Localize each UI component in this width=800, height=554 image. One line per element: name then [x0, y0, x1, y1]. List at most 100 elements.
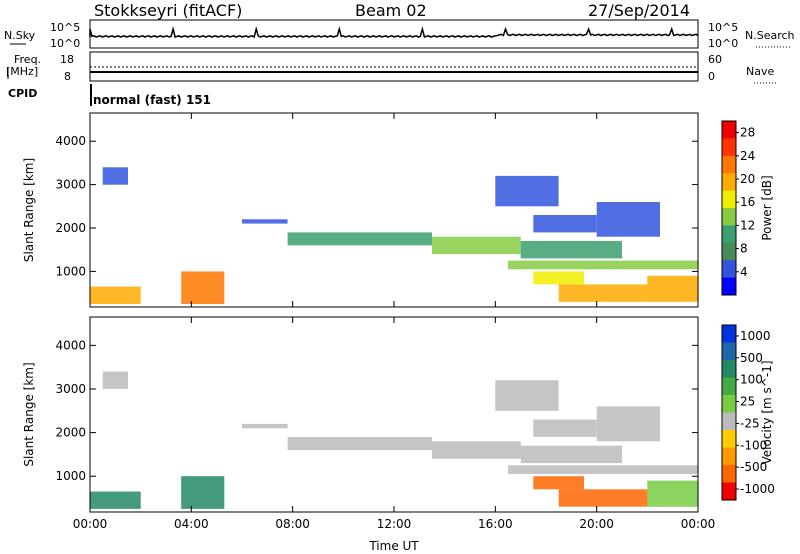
- xtick-label-1: 04:00: [174, 517, 209, 531]
- velocity-region-8: [596, 406, 660, 442]
- freq-tick-low: 8: [64, 70, 71, 83]
- velocity-ytick-label-0: 1000: [55, 469, 86, 483]
- velocity-region-4: [287, 437, 432, 451]
- velocity-cbar-label-2: 100: [740, 373, 763, 387]
- velocity-colorbar-title: Velocity [m s^-1]: [760, 360, 774, 464]
- power-ylabel: Slant Range [km]: [22, 158, 36, 262]
- power-region-11: [558, 284, 648, 302]
- nsky-trace: [89, 26, 699, 39]
- power-colorbar-seg-2: [722, 155, 736, 174]
- freq-tick-high: 18: [60, 53, 74, 66]
- power-region-0: [90, 286, 141, 304]
- power-cbar-label-4: 20: [740, 172, 755, 186]
- power-colorbar-seg-5: [722, 208, 736, 226]
- velocity-ytick-label-3: 4000: [55, 338, 86, 352]
- freq-unit: [MHz]: [6, 65, 39, 78]
- nave-tick-low: 0: [708, 70, 715, 83]
- power-cbar-label-5: 24: [740, 149, 755, 163]
- power-region-9: [508, 260, 698, 270]
- velocity-region-1: [181, 476, 225, 509]
- nsky-panel-frame: [89, 19, 699, 49]
- power-data-layer: [90, 167, 698, 304]
- velocity-colorbar-seg-4: [722, 395, 736, 413]
- velocity-region-10: [533, 476, 584, 490]
- power-cbar-label-3: 16: [740, 195, 755, 209]
- power-colorbar-seg-4: [722, 190, 736, 209]
- velocity-colorbar-seg-6: [722, 430, 736, 448]
- velocity-region-11: [558, 489, 648, 507]
- velocity-colorbar-seg-5: [722, 412, 736, 431]
- nsearch-tick-low: 10^0: [708, 37, 739, 50]
- nsearch-label: N.Search: [745, 29, 795, 42]
- power-region-5: [432, 236, 521, 255]
- xaxis-label: Time UT: [368, 539, 419, 553]
- velocity-colorbar-seg-8: [722, 465, 736, 483]
- velocity-colorbar-seg-3: [722, 377, 736, 396]
- power-colorbar-frame: [721, 120, 737, 296]
- velocity-region-5: [432, 441, 521, 459]
- xtick-label-3: 12:00: [377, 517, 412, 531]
- power-region-10: [533, 271, 584, 285]
- power-region-7: [533, 215, 597, 233]
- nave-label: Nave: [746, 65, 775, 78]
- power-region-3: [242, 219, 288, 224]
- freq-label: Freq.: [14, 53, 42, 66]
- power-colorbar-seg-7: [722, 242, 736, 261]
- nsky-label: N.Sky: [4, 29, 36, 42]
- power-colorbar-seg-6: [722, 225, 736, 244]
- velocity-ytick-label-2: 3000: [55, 382, 86, 396]
- velocity-ylabel: Slant Range [km]: [22, 362, 36, 466]
- xtick-label-5: 20:00: [579, 517, 614, 531]
- date-title: 27/Sep/2014: [588, 1, 691, 20]
- xtick-label-0: 00:00: [73, 517, 108, 531]
- velocity-region-3: [242, 423, 288, 429]
- xtick-label-4: 16:00: [478, 517, 513, 531]
- velocity-colorbar-seg-9: [722, 482, 736, 501]
- velocity-ytick-label-1: 2000: [55, 426, 86, 440]
- power-region-13: [495, 175, 559, 207]
- power-cbar-label-6: 28: [740, 126, 755, 140]
- velocity-colorbar-seg-2: [722, 360, 736, 378]
- beam-title: Beam 02: [355, 1, 427, 20]
- power-colorbar-seg-1: [722, 138, 736, 157]
- nave-tick-high: 60: [708, 53, 722, 66]
- power-ytick-label-0: 1000: [55, 264, 86, 278]
- station-title: Stokkseyri (fitACF): [94, 1, 243, 20]
- power-colorbar-seg-9: [722, 277, 736, 296]
- power-region-6: [520, 241, 622, 259]
- velocity-region-12: [647, 480, 698, 507]
- velocity-region-0: [90, 491, 141, 509]
- velocity-colorbar-seg-0: [722, 325, 736, 343]
- power-colorbar-title: Power [dB]: [760, 175, 774, 240]
- velocity-data-layer: [90, 371, 698, 509]
- power-cbar-label-2: 12: [740, 218, 755, 232]
- power-ytick-label-2: 3000: [55, 178, 86, 192]
- nsearch-tick-high: 10^5: [708, 21, 739, 34]
- power-cbar-label-1: 8: [740, 242, 748, 256]
- velocity-cbar-label-5: -100: [740, 438, 767, 452]
- cpid-label: CPID: [8, 87, 38, 100]
- velocity-colorbar-frame: [721, 324, 737, 501]
- xtick-label-6: 00:00: [681, 517, 716, 531]
- velocity-colorbar-seg-1: [722, 342, 736, 361]
- cpid-value: normal (fast) 151: [93, 93, 211, 107]
- velocity-region-7: [533, 419, 597, 437]
- velocity-cbar-label-6: -500: [740, 460, 767, 474]
- power-colorbar-seg-3: [722, 173, 736, 192]
- power-region-1: [181, 271, 225, 304]
- velocity-cbar-label-4: -25: [740, 416, 760, 430]
- velocity-cbar-label-7: -1000: [740, 482, 775, 496]
- power-colorbar-seg-8: [722, 260, 736, 279]
- power-colorbar-seg-0: [722, 121, 736, 139]
- velocity-colorbar-seg-7: [722, 447, 736, 466]
- velocity-region-6: [520, 445, 622, 464]
- power-region-2: [102, 167, 128, 185]
- velocity-cbar-label-1: 500: [740, 351, 763, 365]
- xtick-label-2: 08:00: [275, 517, 310, 531]
- nsky-tick-low: 10^0: [50, 37, 81, 50]
- power-ytick-label-1: 2000: [55, 221, 86, 235]
- velocity-region-9: [508, 465, 698, 474]
- power-region-12: [647, 275, 698, 302]
- velocity-region-2: [102, 371, 128, 389]
